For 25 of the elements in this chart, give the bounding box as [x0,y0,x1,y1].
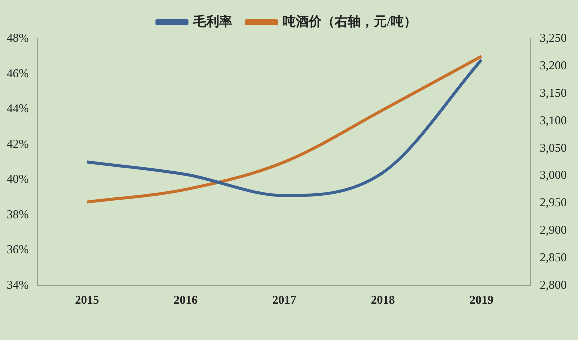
y2-tick-label: 3,150 [540,86,567,100]
x-tick-label: 2019 [470,292,494,307]
y-tick-label: 38% [6,207,29,222]
y2-tick-label: 2,800 [540,278,567,292]
y2-tick-label: 3,250 [540,31,567,46]
y-tick-label: 36% [6,242,29,257]
x-tick-label: 2017 [272,292,296,307]
legend-label: 毛利率 [192,14,233,29]
y2-tick-label: 2,850 [540,250,567,264]
y2-tick-label: 2,950 [540,196,567,210]
y2-tick-label: 3,000 [540,168,567,182]
y-tick-label: 42% [6,136,29,151]
x-tick-label: 2015 [75,292,100,307]
y2-tick-label: 2,900 [540,222,567,237]
y-tick-label: 46% [6,66,29,80]
y2-tick-label: 3,050 [540,140,567,155]
y-tick-label: 40% [6,172,29,186]
legend-label: 吨酒价（右轴，元/吨） [283,14,417,29]
x-tick-label: 2018 [371,292,396,307]
y2-tick-label: 3,200 [540,58,567,73]
x-tick-label: 2016 [174,292,198,307]
y-tick-label: 44% [6,102,29,116]
y-tick-label: 34% [6,278,29,292]
y2-tick-label: 3,100 [540,113,567,128]
y-tick-label: 48% [6,31,29,46]
